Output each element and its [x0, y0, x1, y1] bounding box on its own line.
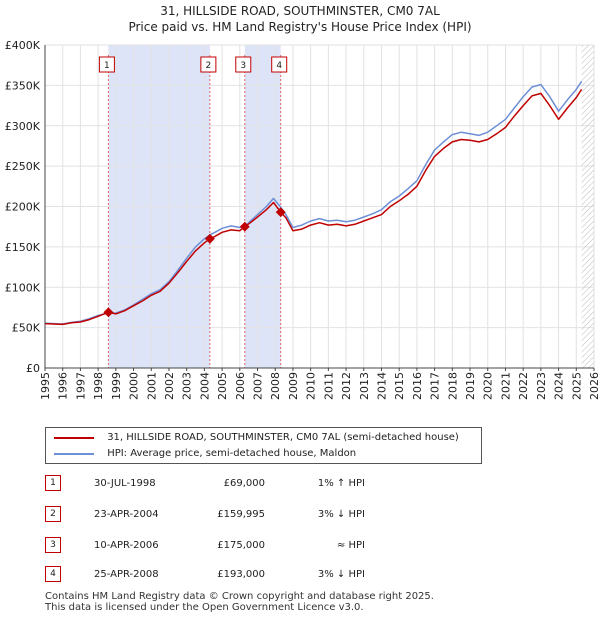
x-tick-label: 2021 — [499, 372, 512, 400]
sale-marker-label: 1 — [98, 56, 115, 73]
sale-row: 4 25-APR-2008 £193,000 3% ↓ HPI — [45, 566, 565, 584]
legend-label-price: 31, HILLSIDE ROAD, SOUTHMINSTER, CM0 7AL… — [107, 432, 459, 443]
legend-label-hpi: HPI: Average price, semi-detached house,… — [107, 448, 357, 459]
sale-badge: 1 — [45, 475, 61, 491]
sale-row: 2 23-APR-2004 £159,995 3% ↓ HPI — [45, 506, 565, 524]
sale-marker-diamond — [204, 233, 215, 244]
legend-item-hpi: HPI: Average price, semi-detached house,… — [54, 447, 356, 461]
x-tick-label: 1996 — [57, 372, 70, 400]
y-tick-label: £400K — [5, 39, 41, 52]
sale-marker-number: 2 — [206, 61, 212, 71]
y-tick-label: £0 — [26, 362, 40, 375]
sale-date: 23-APR-2004 — [94, 509, 159, 520]
sale-marker-box — [200, 56, 217, 73]
x-tick-label: 2015 — [393, 372, 406, 400]
x-tick-label: 2011 — [322, 372, 335, 400]
y-tick-label: £250K — [5, 160, 41, 173]
sale-marker-box — [98, 56, 115, 73]
y-tick-label: £200K — [5, 201, 41, 214]
sale-date: 25-APR-2008 — [94, 569, 159, 580]
y-tick-label: £100K — [5, 281, 41, 294]
x-tick-label: 2025 — [570, 372, 583, 400]
legend-swatch-hpi — [54, 453, 94, 455]
sale-marker-box — [271, 56, 288, 73]
x-tick-label: 2003 — [181, 372, 194, 400]
chart-subtitle: Price paid vs. HM Land Registry's House … — [128, 20, 472, 34]
price-line — [44, 88, 583, 326]
x-tick-label: 2009 — [287, 372, 300, 400]
sale-row: 1 30-JUL-1998 £69,000 1% ↑ HPI — [45, 475, 565, 493]
sale-price: £159,995 — [217, 509, 265, 520]
x-tick-label: 1995 — [39, 372, 52, 400]
x-tick-label: 2010 — [305, 372, 318, 400]
sale-row: 3 10-APR-2006 £175,000 ≈ HPI — [45, 537, 565, 555]
x-tick-label: 2022 — [517, 372, 530, 400]
sale-date: 30-JUL-1998 — [94, 478, 156, 489]
sale-marker-box — [235, 56, 252, 73]
sale-marker-label: 3 — [235, 56, 252, 73]
sale-hpi-diff: 3% ↓ HPI — [317, 509, 365, 520]
legend-swatch-price — [54, 437, 94, 439]
sale-badge: 3 — [45, 537, 61, 553]
x-tick-label: 2013 — [358, 372, 371, 400]
x-tick-label: 1998 — [92, 372, 105, 400]
sale-price: £193,000 — [217, 569, 265, 580]
x-tick-label: 2026 — [588, 372, 600, 400]
x-tick-label: 2006 — [234, 372, 247, 400]
x-tick-label: 2014 — [375, 372, 388, 400]
x-tick-label: 2024 — [553, 372, 566, 400]
sale-badge: 2 — [45, 506, 61, 522]
hpi-line — [44, 80, 583, 325]
legend-item-price: 31, HILLSIDE ROAD, SOUTHMINSTER, CM0 7AL… — [54, 431, 459, 445]
sale-price: £175,000 — [217, 540, 265, 551]
sale-hpi-diff: ≈ HPI — [336, 540, 365, 551]
x-tick-label: 2008 — [269, 372, 282, 400]
x-tick-label: 2002 — [163, 372, 176, 400]
sale-price: £69,000 — [223, 478, 265, 489]
x-tick-label: 2000 — [128, 372, 141, 400]
footer: Contains HM Land Registry data © Crown c… — [45, 591, 434, 613]
y-tick-label: £50K — [12, 322, 41, 335]
sale-marker-label: 2 — [200, 56, 217, 73]
chart-title: 31, HILLSIDE ROAD, SOUTHMINSTER, CM0 7AL — [160, 4, 440, 18]
x-tick-label: 2020 — [482, 372, 495, 400]
x-tick-label: 1999 — [110, 372, 123, 400]
x-tick-label: 2019 — [464, 372, 477, 400]
price-chart: 1 2 3 4 £0 £50K £100K £150K £200K £250K £300K £350… — [5, 39, 600, 400]
sale-hpi-diff: 1% ↑ HPI — [317, 478, 365, 489]
y-tick-label: £150K — [5, 241, 41, 254]
x-tick-label: 2001 — [145, 372, 158, 400]
footer-copyright: Contains HM Land Registry data © Crown c… — [45, 591, 434, 602]
footer-licence: This data is licensed under the Open Gov… — [45, 602, 364, 613]
sale-marker-number: 3 — [240, 61, 246, 71]
legend: 31, HILLSIDE ROAD, SOUTHMINSTER, CM0 7AL… — [45, 427, 482, 464]
y-tick-label: £350K — [5, 79, 41, 92]
x-tick-label: 2012 — [340, 372, 353, 400]
x-tick-label: 1997 — [74, 372, 87, 400]
chart-title-block: 31, HILLSIDE ROAD, SOUTHMINSTER, CM0 7AL… — [0, 3, 600, 35]
x-tick-label: 2023 — [535, 372, 548, 400]
x-tick-label: 2017 — [429, 372, 442, 400]
sale-hpi-diff: 3% ↓ HPI — [317, 569, 365, 580]
y-tick-label: £300K — [5, 120, 41, 133]
sale-marker-number: 1 — [104, 61, 110, 71]
sale-marker-number: 4 — [276, 61, 282, 71]
x-tick-label: 2005 — [216, 372, 229, 400]
sale-marker-label: 4 — [271, 56, 288, 73]
sale-marker-diamond — [239, 221, 250, 232]
sale-badge: 4 — [45, 566, 61, 582]
sale-date: 10-APR-2006 — [94, 540, 159, 551]
x-tick-label: 2016 — [411, 372, 424, 400]
x-tick-label: 2018 — [446, 372, 459, 400]
future-hatch — [581, 45, 594, 368]
sale-marker-diamond — [275, 207, 286, 218]
x-tick-label: 2004 — [198, 372, 211, 400]
x-tick-label: 2007 — [252, 372, 265, 400]
